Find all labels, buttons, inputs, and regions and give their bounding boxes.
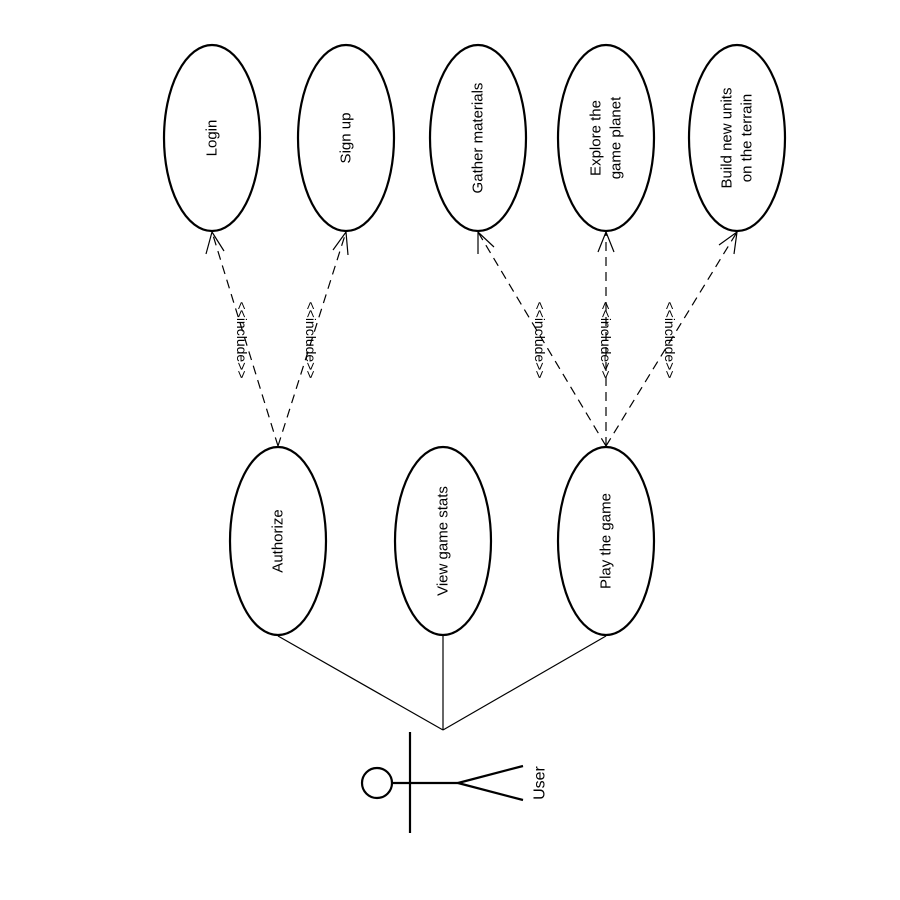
use-case-label-gather-materials: Gather materials	[470, 83, 487, 194]
actor-leg-bottom	[457, 781, 524, 802]
actor-leg-top	[457, 764, 524, 785]
actor-user: User	[360, 732, 549, 833]
use-case-label-authorize: Authorize	[270, 509, 287, 572]
use-case-label-explore-line-2: game planet	[608, 96, 625, 179]
use-case-label-login: Login	[204, 120, 221, 157]
use-case-authorize: Authorize	[228, 445, 328, 637]
use-case-label-build-line-2: on the terrain	[739, 94, 756, 182]
include-line-authorize-signup	[277, 231, 347, 447]
include-line-play-build	[605, 231, 738, 447]
use-case-view-game-stats: View game stats	[393, 445, 493, 637]
include-label-signup: <<include>>	[303, 301, 319, 378]
use-case-login: Login	[162, 43, 262, 233]
use-case-signup: Sign up	[296, 43, 396, 233]
include-label-gather: <<include>>	[532, 301, 548, 378]
association-line-play	[442, 635, 607, 731]
include-line-play-gather	[477, 231, 607, 447]
use-case-label-signup: Sign up	[338, 113, 355, 164]
include-line-authorize-login	[211, 231, 279, 447]
use-case-gather-materials: Gather materials	[428, 43, 528, 233]
include-label-build: <<include>>	[662, 301, 678, 378]
actor-label: User	[532, 765, 549, 799]
use-case-label-explore-line-1: Explore the	[588, 100, 605, 176]
include-label-login: <<include>>	[234, 301, 250, 378]
use-case-label-view-game-stats: View game stats	[435, 486, 452, 596]
include-label-explore: <<include>>	[598, 301, 614, 378]
use-case-play-the-game: Play the game	[556, 445, 656, 637]
use-case-explore: Explore the game planet	[556, 43, 656, 233]
include-arrowhead-signup	[332, 230, 349, 256]
association-line-authorize	[277, 635, 444, 731]
use-case-build: Build new units on the terrain	[687, 43, 787, 233]
use-case-label-build-line-1: Build new units	[719, 88, 736, 189]
use-case-label-play-the-game: Play the game	[598, 493, 615, 589]
actor-head	[360, 766, 394, 800]
